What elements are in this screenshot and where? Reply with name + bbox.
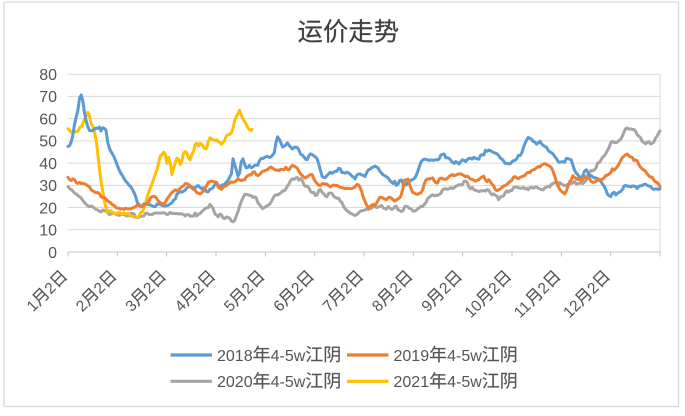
svg-text:4-5w: 4-5w: [271, 374, 306, 391]
svg-text:4-5w: 4-5w: [447, 348, 482, 365]
svg-text:50: 50: [39, 134, 57, 151]
svg-text:80: 80: [39, 67, 57, 84]
svg-text:2021: 2021: [394, 374, 430, 391]
svg-text:30: 30: [39, 178, 57, 195]
svg-text:4-5w: 4-5w: [447, 374, 482, 391]
svg-text:70: 70: [39, 89, 57, 106]
svg-text:40: 40: [39, 156, 57, 173]
svg-text:2019: 2019: [394, 348, 430, 365]
svg-text:20: 20: [39, 200, 57, 217]
svg-text:60: 60: [39, 111, 57, 128]
svg-text:2020: 2020: [217, 374, 253, 391]
svg-text:4-5w: 4-5w: [271, 348, 306, 365]
svg-text:2018: 2018: [217, 348, 253, 365]
svg-text:10: 10: [39, 223, 57, 240]
svg-text:0: 0: [48, 245, 57, 262]
